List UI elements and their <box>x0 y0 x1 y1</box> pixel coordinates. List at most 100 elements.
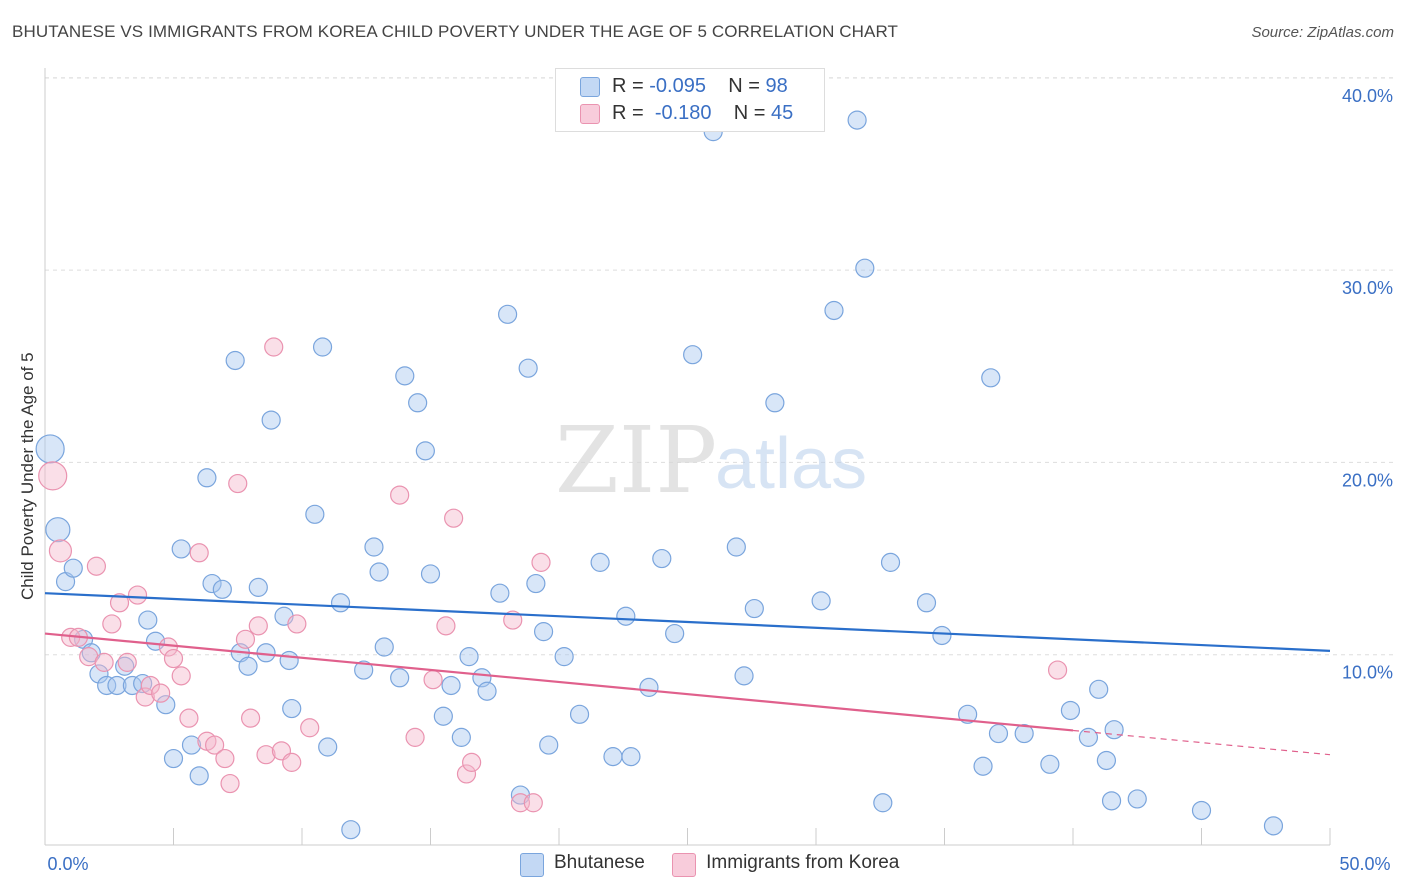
bhutanese-point <box>490 583 510 603</box>
bhutanese-point <box>390 668 410 688</box>
bhutanese-point <box>916 593 937 613</box>
bhutanese-point <box>880 552 901 572</box>
bhutanese-point <box>197 468 217 488</box>
bhutanese-point <box>726 537 746 557</box>
korea-point <box>405 727 425 747</box>
bhutanese-point <box>305 504 325 524</box>
bhutanese-point <box>138 610 158 630</box>
y-tick-label: 10.0% <box>1342 663 1393 683</box>
source-label: Source: ZipAtlas.com <box>1251 24 1394 41</box>
bhutanese-point <box>616 606 636 626</box>
bhutanese-point <box>420 564 441 584</box>
bhutanese-point <box>45 517 71 543</box>
bhutanese-point <box>1078 727 1099 747</box>
bhutanese-point <box>212 579 232 599</box>
y-tick-label: 30.0% <box>1342 278 1393 298</box>
korea-point <box>94 652 114 672</box>
bhutanese-trend-line <box>44 592 1331 652</box>
legend-swatch-pink <box>580 104 600 124</box>
bhutanese-point <box>238 656 258 676</box>
korea-point <box>48 539 73 563</box>
bhutanese-point <box>498 304 518 324</box>
bhutanese-point <box>477 681 497 701</box>
bhutanese-point <box>734 666 754 686</box>
legend-swatch-blue <box>580 77 600 97</box>
korea-point <box>205 735 225 755</box>
bhutanese-point <box>181 735 202 755</box>
legend-r-value: -0.095 <box>649 75 706 97</box>
y-tick-label: 40.0% <box>1342 86 1393 106</box>
legend-item-bhutanese: Bhutanese <box>520 852 645 877</box>
bhutanese-point <box>855 258 875 278</box>
legend-label-korea: Immigrants from Korea <box>706 852 900 873</box>
bhutanese-point <box>1101 791 1122 811</box>
korea-point <box>151 683 171 703</box>
bhutanese-point <box>163 748 184 769</box>
bhutanese-point <box>248 577 268 597</box>
bhutanese-point <box>973 756 993 776</box>
korea-point <box>444 508 464 528</box>
bhutanese-point <box>282 698 302 719</box>
bhutanese-point <box>1014 723 1034 744</box>
korea-point <box>135 687 155 707</box>
bhutanese-point <box>590 552 610 572</box>
korea-point <box>102 614 122 634</box>
bhutanese-point <box>63 558 83 578</box>
bhutanese-point <box>97 675 117 696</box>
bhutanese-point <box>433 706 453 726</box>
bhutanese-point <box>1060 700 1081 721</box>
bhutanese-point <box>261 410 281 430</box>
korea-point <box>189 543 209 563</box>
bhutanese-point <box>451 727 471 747</box>
legend-n-value: 98 <box>765 75 788 97</box>
bhutanese-point <box>330 593 351 613</box>
legend-swatch-pink <box>672 853 697 877</box>
legend-n-label: N = <box>728 75 760 97</box>
bhutanese-point <box>202 573 222 594</box>
bhutanese-point <box>369 562 389 582</box>
bhutanese-point <box>811 591 831 611</box>
korea-point <box>264 337 284 357</box>
legend-r-label: R = <box>612 102 644 124</box>
bhutanese-point <box>107 675 127 696</box>
bhutanese-point <box>318 737 338 757</box>
bhutanese-point <box>364 537 384 557</box>
korea-point <box>235 629 256 649</box>
legend-r-value: -0.180 <box>654 102 712 124</box>
bhutanese-point <box>518 358 538 378</box>
bhutanese-point <box>569 704 590 724</box>
bhutanese-point <box>873 793 893 813</box>
series-legend: Bhutanese Immigrants from Korea <box>520 852 921 877</box>
korea-point <box>462 752 482 772</box>
korea-point <box>523 793 543 813</box>
korea-point <box>248 616 268 636</box>
korea-point <box>256 745 276 765</box>
bhutanese-point <box>621 747 641 767</box>
korea-point <box>282 752 302 772</box>
bhutanese-point <box>408 393 428 413</box>
legend-swatch-blue <box>520 853 544 877</box>
korea-trend-line-extension <box>1072 729 1331 756</box>
bhutanese-point <box>932 625 952 646</box>
stats-legend: R = -0.095 N = 98 R = -0.180 N = 45 <box>555 68 825 132</box>
korea-point <box>287 614 307 634</box>
korea-point <box>503 610 523 630</box>
bhutanese-point <box>1089 679 1109 699</box>
bhutanese-point <box>744 598 764 619</box>
x-tick-label: 50.0% <box>1339 854 1390 874</box>
watermark-zip: ZIP <box>555 407 717 514</box>
korea-point <box>171 666 191 686</box>
chart-title: BHUTANESE VS IMMIGRANTS FROM KOREA CHILD… <box>12 22 899 41</box>
y-tick-label: 20.0% <box>1342 470 1393 490</box>
bhutanese-point <box>189 766 209 786</box>
bhutanese-point <box>341 820 361 840</box>
bhutanese-point <box>1096 750 1117 771</box>
bhutanese-point <box>1104 720 1124 740</box>
legend-n-label: N = <box>733 102 766 124</box>
bhutanese-point <box>225 350 245 371</box>
legend-n-value: 45 <box>771 102 794 124</box>
bhutanese-point <box>89 664 109 684</box>
bhutanese-point <box>958 704 978 724</box>
bhutanese-point <box>459 647 479 667</box>
